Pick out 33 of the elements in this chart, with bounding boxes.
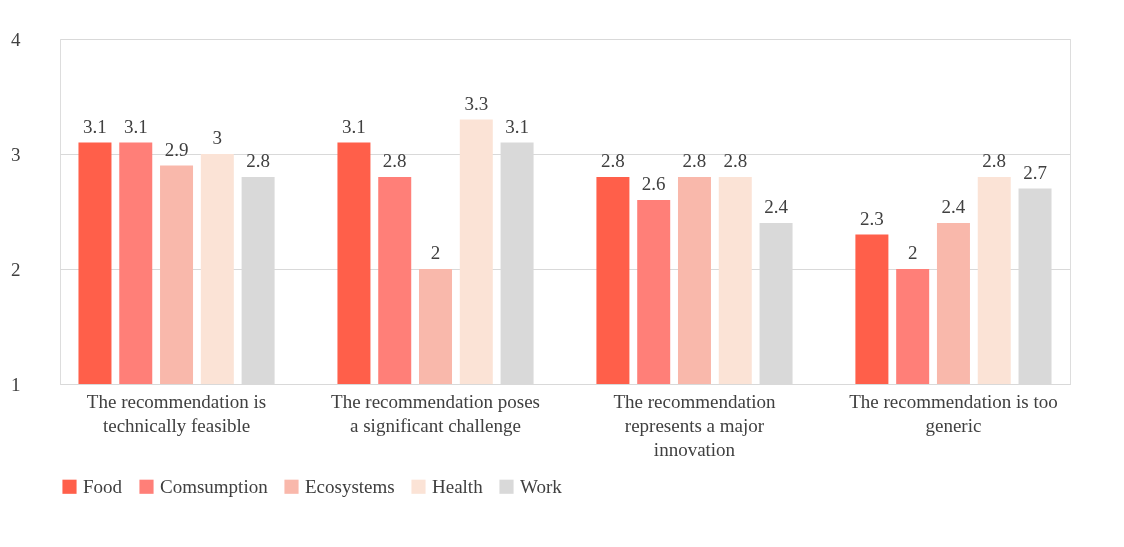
- legend-label: Comsumption: [160, 475, 269, 497]
- data-label: 3.1: [123, 115, 148, 137]
- data-label: 2.8: [382, 150, 407, 171]
- legend-label: Food: [83, 475, 123, 497]
- data-label: 3.1: [342, 115, 366, 137]
- data-label: 3: [212, 127, 223, 148]
- y-tick-label: 1: [11, 373, 21, 395]
- data-label: 3.3: [464, 92, 489, 114]
- data-label: 2.8: [982, 150, 1007, 171]
- legend-label: Ecosystems: [305, 475, 395, 497]
- data-label: 2.7: [1023, 161, 1047, 183]
- data-label: 2.8: [246, 150, 270, 171]
- x-tick-label: The recommendation poses a significant challenge: [331, 390, 540, 436]
- data-label: 2.3: [860, 207, 884, 229]
- data-label: 3.1: [505, 115, 529, 137]
- data-label: 2.8: [723, 150, 748, 171]
- y-tick-label: 2: [11, 258, 21, 280]
- y-tick-label: 3: [11, 143, 21, 165]
- x-tick-label: The recommendation is too generic: [849, 390, 1058, 436]
- x-tick-label: The recommendation is technically feasible: [86, 390, 267, 436]
- data-label: 2.8: [682, 150, 707, 171]
- y-tick-label: 4: [11, 28, 21, 50]
- data-label: 3.1: [83, 115, 107, 137]
- data-label: 2.4: [941, 196, 966, 217]
- data-label: 2.9: [164, 138, 189, 160]
- x-tick-label: The recommendation represents a major innovation: [613, 390, 776, 460]
- data-label: 2: [430, 242, 441, 263]
- legend-label: Work: [520, 475, 563, 497]
- data-label: 2.6: [641, 173, 666, 194]
- legend-label: Health: [432, 475, 484, 497]
- data-label: 2.8: [601, 150, 625, 171]
- data-label: 2: [907, 242, 918, 263]
- data-label: 2.4: [764, 196, 789, 217]
